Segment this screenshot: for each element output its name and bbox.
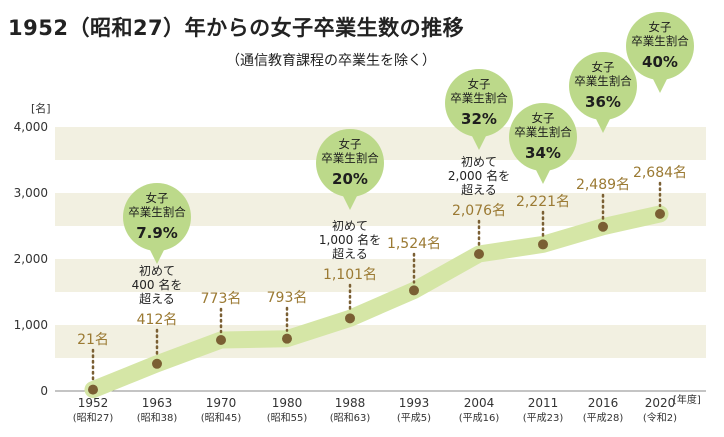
callout-label: 卒業生割合 [128,205,186,219]
x-tick-sublabel: (昭和55) [267,412,308,424]
callout-label: 卒業生割合 [450,91,508,105]
milestone-annotation: 初めて [139,264,175,278]
grid-band [55,259,706,292]
milestone-annotation: 2,000 名を [448,168,510,183]
x-tick-sublabel: (平成28) [583,412,624,424]
data-point [282,333,292,344]
data-label: 793名 [267,290,308,306]
data-label: 1,101名 [323,267,377,283]
data-point [345,313,355,324]
y-tick-label: 4,000 [14,120,48,134]
data-label: 2,221名 [516,194,570,210]
data-point [409,285,419,296]
milestone-annotation: 超える [332,246,368,261]
y-tick-label: 3,000 [14,186,48,200]
callout-label: 卒業生割合 [514,125,572,139]
callout-bubble [123,183,191,251]
data-point [152,358,162,369]
x-tick-sublabel: (平成23) [523,412,564,424]
callout-label: 卒業生割合 [574,74,632,88]
x-tick-label: 1970 [206,396,237,410]
callout-bubble [569,52,637,120]
y-tick-label: 1,000 [14,318,48,332]
x-tick-label: 1980 [272,396,303,410]
x-tick-sublabel: (昭和45) [201,412,242,424]
x-tick-sublabel: (昭和38) [137,412,178,424]
x-tick-label: 1993 [399,396,430,410]
x-tick-label: 2004 [464,396,495,410]
x-tick-label: 2016 [588,396,619,410]
chart-subtitle: （通信教育課程の卒業生を除く） [226,53,436,69]
y-tick-label: 0 [40,384,48,398]
callout-bubble [626,12,694,80]
callout-label: 女子 [649,20,672,34]
x-axis-unit: [年度] [673,393,701,406]
callout-bubble [509,103,577,171]
callout-value: 32% [461,110,497,128]
callout-label: 女子 [146,191,169,205]
y-axis-unit: [名] [31,101,51,115]
data-label: 1,524名 [387,236,441,252]
callout-label: 女子 [592,60,615,74]
grid-band [55,325,706,358]
data-point [88,384,98,395]
data-label: 773名 [201,291,242,307]
callout-bubble [445,69,513,137]
milestone-annotation: 1,000 名を [319,232,381,247]
y-tick-label: 2,000 [14,252,48,266]
data-label: 21名 [77,332,109,348]
data-point [538,239,548,250]
callout-value: 36% [585,93,621,111]
milestone-annotation: 初めて [461,155,497,169]
callout-value: 34% [525,144,561,162]
callout-label: 卒業生割合 [321,151,379,165]
x-tick-label: 1988 [335,396,366,410]
data-label: 2,076名 [452,203,506,219]
data-point [598,221,608,232]
data-point [474,248,484,259]
x-tick-sublabel: (昭和63) [330,412,371,424]
x-tick-label: 1963 [142,396,173,410]
callout-value: 40% [642,53,678,71]
series-line [84,205,669,399]
callout-value: 7.9% [136,224,178,242]
x-tick-sublabel: (昭和27) [73,412,114,424]
callout-label: 女子 [339,137,362,151]
data-label: 2,489名 [576,177,630,193]
x-tick-sublabel: (平成5) [397,412,431,424]
callout-label: 女子 [468,77,491,91]
milestone-annotation: 超える [461,182,497,197]
milestone-annotation: 初めて [332,219,368,233]
x-tick-sublabel: (平成16) [459,412,500,424]
callout-value: 20% [332,170,368,188]
data-label: 2,684名 [633,165,687,181]
x-tick-label: 2020 [645,396,676,410]
milestone-annotation: 超える [139,291,175,306]
x-tick-label: 2011 [528,396,559,410]
chart-title: 1952（昭和27）年からの女子卒業生数の推移 [8,16,465,40]
x-tick-sublabel: (令和2) [643,411,677,424]
data-point [216,334,226,345]
data-point [655,208,665,219]
data-label: 412名 [137,312,178,328]
milestone-annotation: 400 名を [132,277,183,292]
x-tick-label: 1952 [78,396,109,410]
callout-label: 卒業生割合 [631,34,689,48]
callout-bubble [316,129,384,197]
callout-label: 女子 [532,111,555,125]
